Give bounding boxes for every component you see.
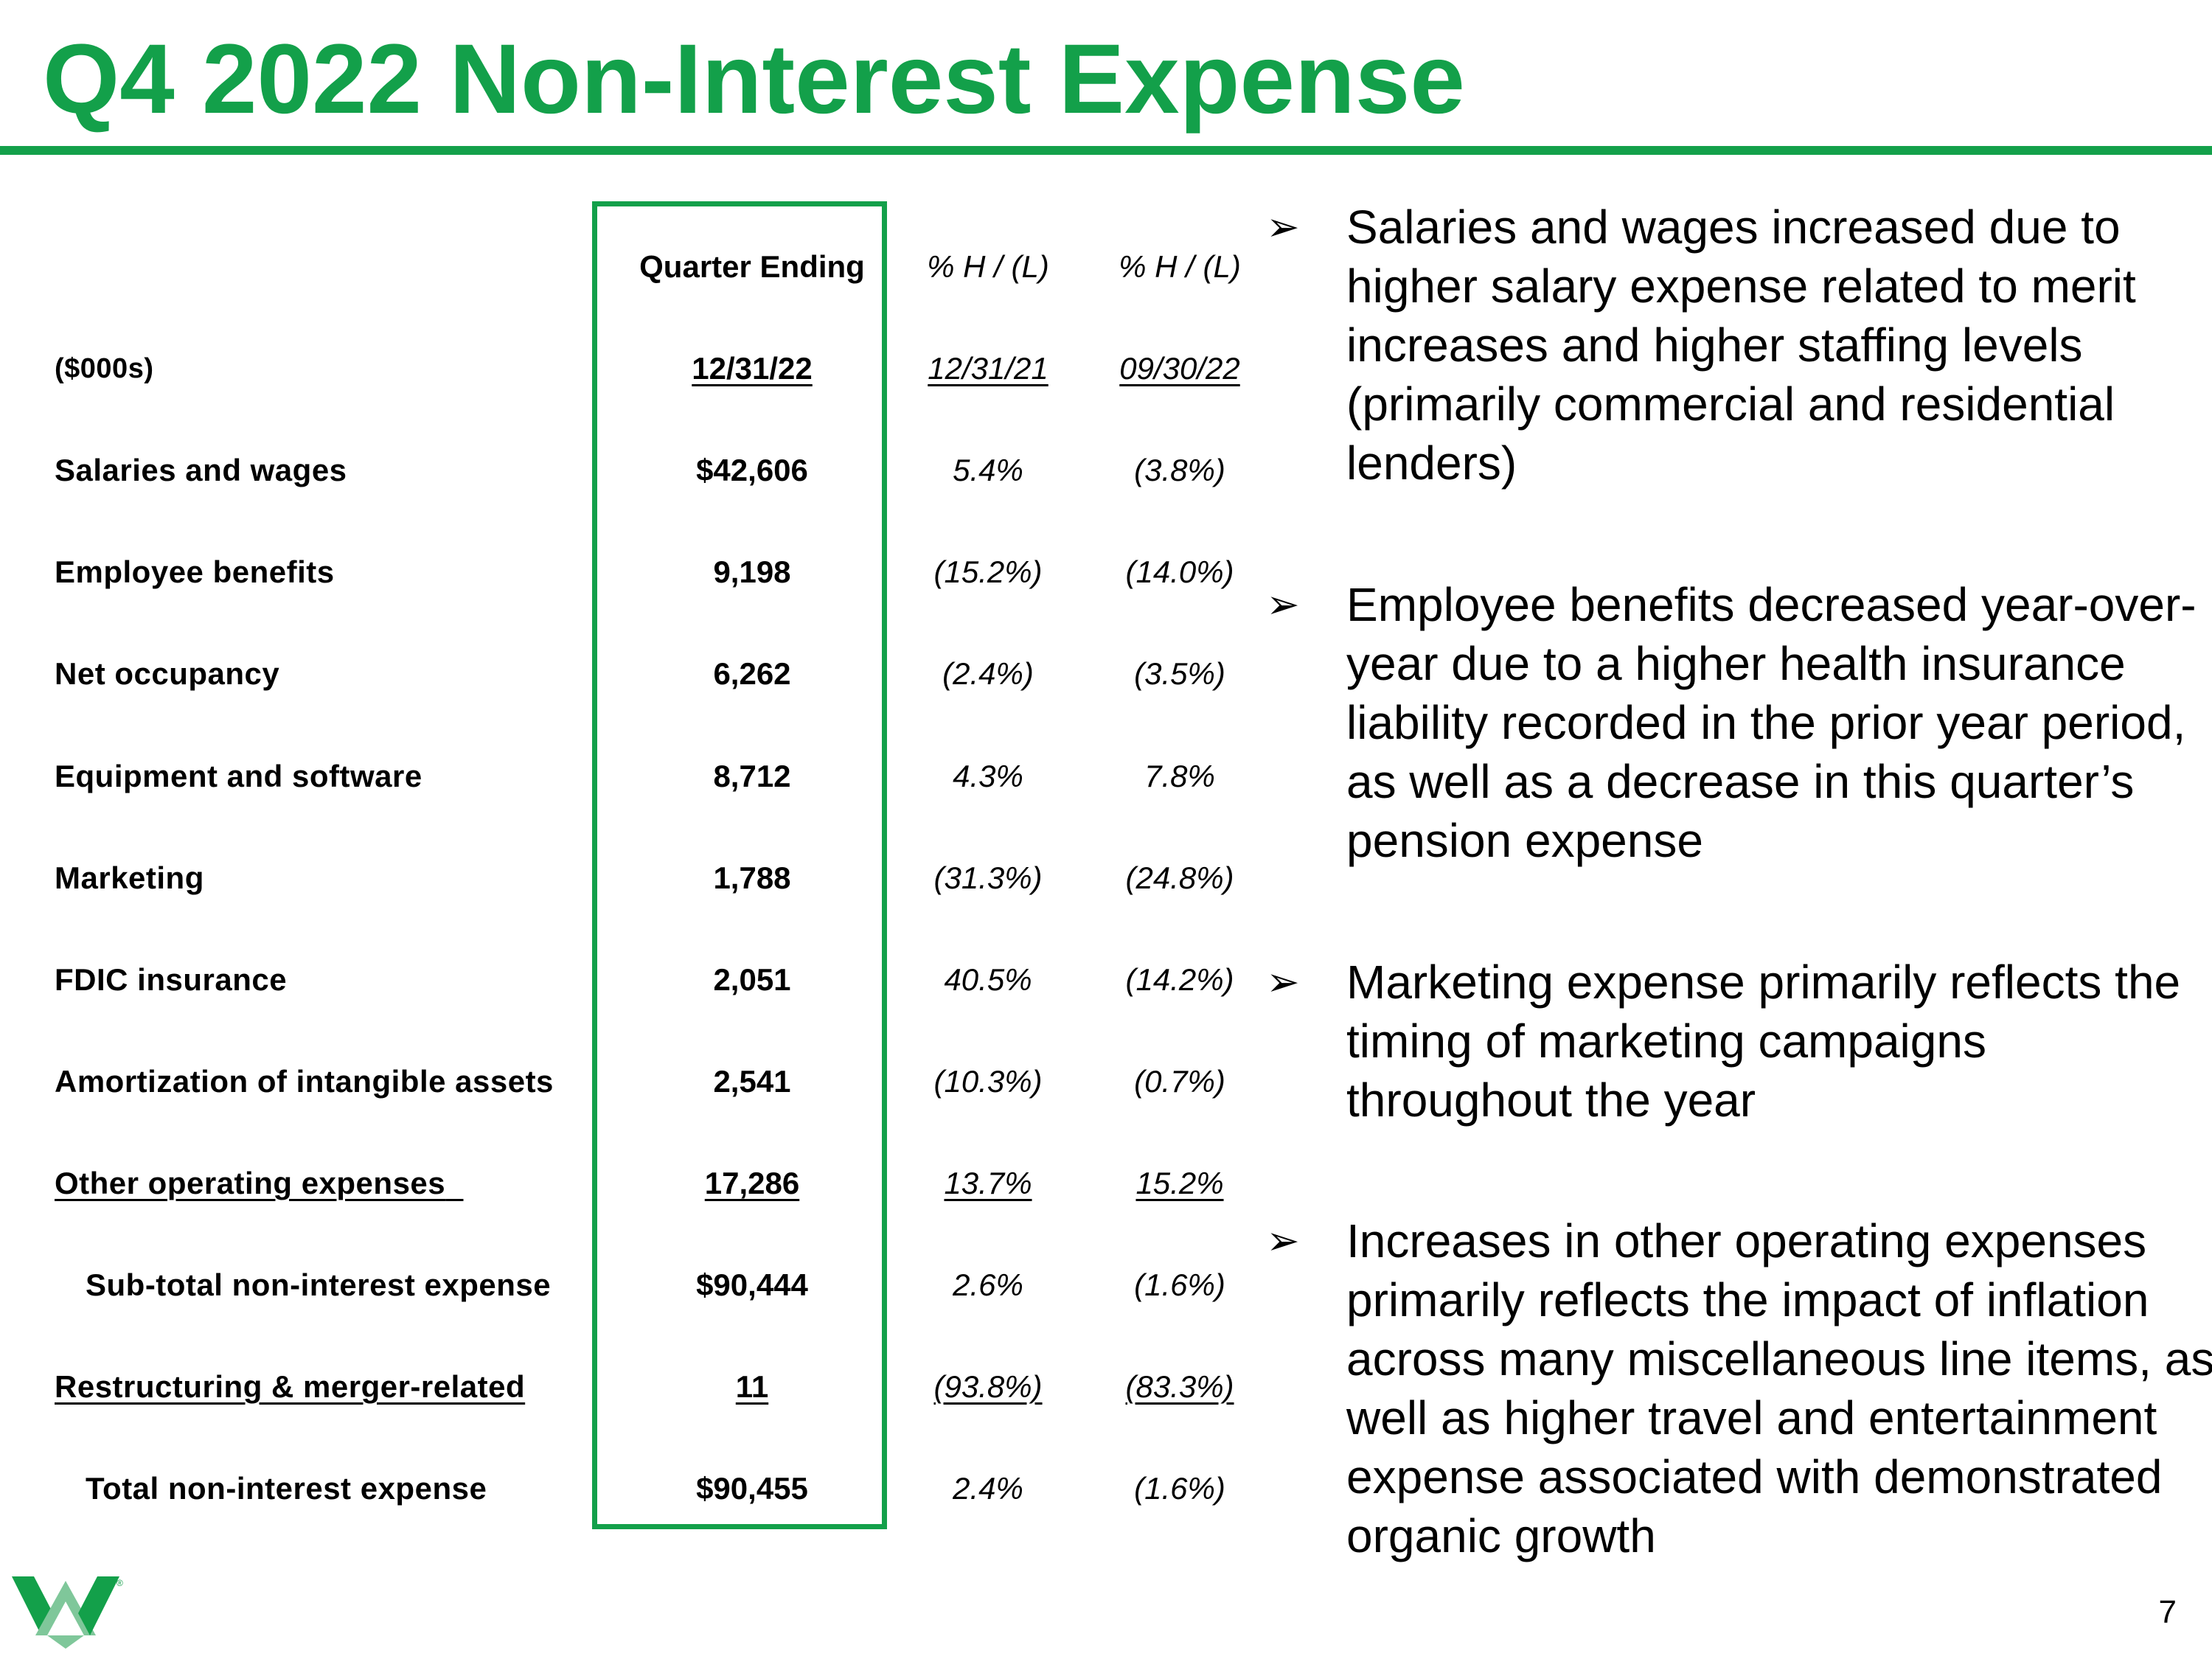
row-label: Marketing: [55, 860, 204, 895]
row-value: 1,788: [713, 860, 791, 895]
table-row: Other operating expenses 17,286 13.7% 15…: [0, 1161, 1268, 1206]
row-pct-2: (14.2%): [1125, 962, 1234, 997]
row-label: Restructuring & merger-related: [55, 1369, 526, 1404]
bullet-text: Marketing expense primarily reflects the…: [1346, 956, 2181, 1127]
row-pct-2: 7.8%: [1144, 759, 1215, 793]
row-pct-2: 15.2%: [1135, 1166, 1224, 1200]
row-pct-1: 5.4%: [953, 453, 1023, 487]
bullet-text: Increases in other operating expenses pr…: [1346, 1214, 2212, 1562]
row-value: 11: [735, 1369, 769, 1404]
table-row: Employee benefits 9,198 (15.2%) (14.0%): [0, 550, 1268, 594]
quarter-column-highlight: [592, 201, 887, 1529]
table-row: Amortization of intangible assets 2,541 …: [0, 1060, 1268, 1104]
row-label: Other operating expenses: [55, 1166, 446, 1200]
row-pct-1: (10.3%): [933, 1064, 1043, 1099]
bullet-text: Salaries and wages increased due to high…: [1346, 201, 2136, 490]
row-pct-1: (31.3%): [933, 860, 1043, 895]
title-divider: [0, 146, 2212, 155]
row-value: $42,606: [696, 453, 808, 487]
table-row: Equipment and software 8,712 4.3% 7.8%: [0, 754, 1268, 799]
row-label: Equipment and software: [55, 759, 422, 793]
row-pct-2: (3.8%): [1134, 453, 1225, 487]
arrow-bullet-icon: ➢: [1266, 1219, 1300, 1263]
row-pct-2: (14.0%): [1125, 554, 1234, 589]
row-pct-2: (1.6%): [1134, 1471, 1225, 1506]
row-pct-2: (1.6%): [1134, 1267, 1225, 1302]
logo-left-stroke: [12, 1576, 53, 1635]
table-row-subtotal: Sub-total non-interest expense $90,444 2…: [0, 1263, 1268, 1307]
row-value: 8,712: [713, 759, 791, 793]
row-value: $90,444: [696, 1267, 808, 1302]
table-row: FDIC insurance 2,051 40.5% (14.2%): [0, 958, 1268, 1002]
row-pct-2: (83.3%): [1125, 1369, 1234, 1404]
row-label: Amortization of intangible assets: [55, 1064, 554, 1099]
row-pct-1: (15.2%): [933, 554, 1043, 589]
row-label: Employee benefits: [55, 554, 335, 589]
row-label: Total non-interest expense: [86, 1471, 487, 1506]
table-row-total: Total non-interest expense $90,455 2.4% …: [0, 1467, 1268, 1511]
logo-base-stroke: [47, 1635, 84, 1649]
table-header-row: Quarter Ending % H / (L) % H / (L): [0, 245, 1268, 289]
row-value: $90,455: [696, 1471, 808, 1506]
header-pct-date-2: 09/30/22: [1119, 351, 1240, 386]
row-value: 9,198: [713, 554, 791, 589]
logo-right-stroke: [78, 1576, 119, 1635]
header-pct-date-1: 12/31/21: [928, 351, 1048, 386]
units-label: ($000s): [55, 353, 154, 384]
company-logo: [12, 1576, 119, 1649]
row-pct-1: 2.4%: [953, 1471, 1023, 1506]
logo-center-stroke: [35, 1581, 96, 1635]
row-pct-1: (2.4%): [942, 656, 1034, 691]
arrow-bullet-icon: ➢: [1266, 205, 1300, 249]
row-value: 17,286: [704, 1166, 800, 1200]
row-pct-2: (24.8%): [1125, 860, 1234, 895]
page-title: Q4 2022 Non-Interest Expense: [43, 24, 1465, 134]
row-value: 2,541: [713, 1064, 791, 1099]
header-pct-change-2: % H / (L): [1119, 249, 1241, 284]
row-pct-1: 4.3%: [953, 759, 1023, 793]
row-pct-1: 40.5%: [944, 962, 1032, 997]
row-value: 6,262: [713, 656, 791, 691]
arrow-bullet-icon: ➢: [1266, 960, 1300, 1004]
row-label: Sub-total non-interest expense: [86, 1267, 552, 1302]
row-value: 2,051: [713, 962, 791, 997]
row-pct-1: 13.7%: [944, 1166, 1032, 1200]
row-label: Net occupancy: [55, 656, 280, 691]
row-pct-2: (3.5%): [1134, 656, 1225, 691]
header-quarter-date: 12/31/22: [692, 351, 813, 386]
registered-mark: ®: [116, 1578, 123, 1588]
table-row: Marketing 1,788 (31.3%) (24.8%): [0, 856, 1268, 900]
table-header-dates-row: ($000s) 12/31/22 12/31/21 09/30/22: [0, 347, 1268, 391]
row-pct-2: (0.7%): [1134, 1064, 1225, 1099]
bullet-text: Employee benefits decreased year-over-ye…: [1346, 578, 2197, 867]
table-row: Restructuring & merger-related 11 (93.8%…: [0, 1365, 1268, 1409]
table-row: Salaries and wages $42,606 5.4% (3.8%): [0, 448, 1268, 493]
header-quarter-ending: Quarter Ending: [639, 249, 865, 284]
arrow-bullet-icon: ➢: [1266, 582, 1300, 627]
page-number: 7: [2158, 1594, 2177, 1630]
header-pct-change-1: % H / (L): [927, 249, 1049, 284]
table-row: Net occupancy 6,262 (2.4%) (3.5%): [0, 652, 1268, 696]
row-label: FDIC insurance: [55, 962, 288, 997]
row-label: Salaries and wages: [55, 453, 347, 487]
row-pct-1: 2.6%: [953, 1267, 1023, 1302]
row-pct-1: (93.8%): [933, 1369, 1043, 1404]
